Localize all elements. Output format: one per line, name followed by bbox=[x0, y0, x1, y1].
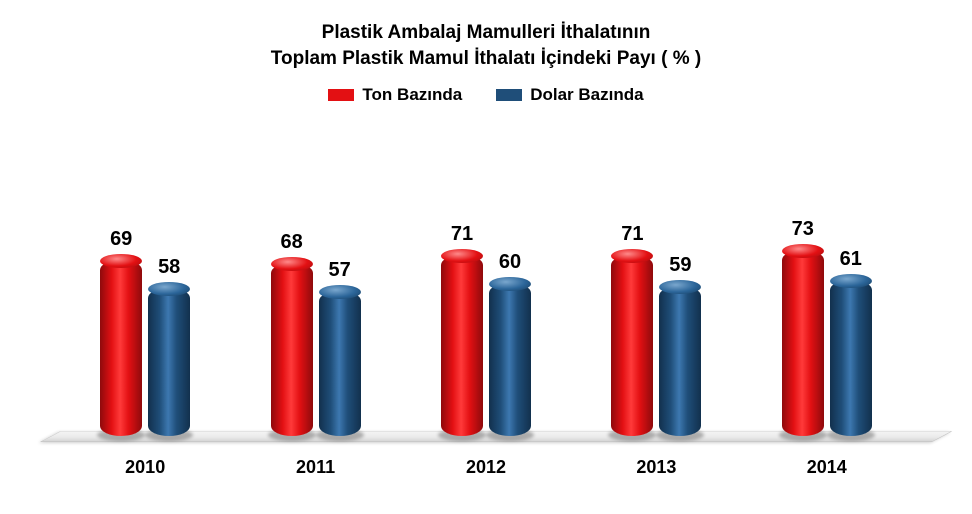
bar-body bbox=[100, 260, 142, 436]
bar-body bbox=[319, 291, 361, 436]
bar-value-label: 69 bbox=[100, 228, 142, 251]
legend-item-ton: Ton Bazında bbox=[328, 85, 462, 105]
x-axis-label: 2014 bbox=[767, 457, 887, 478]
bar-body bbox=[148, 288, 190, 436]
chart-title-line2: Toplam Plastik Mamul İthalatı İçindeki P… bbox=[271, 48, 701, 69]
bar-cap bbox=[319, 285, 361, 299]
bar-body bbox=[830, 280, 872, 436]
bar-group: 6857 bbox=[271, 250, 361, 436]
chart-title-line1: Plastik Ambalaj Mamulleri İthalatının bbox=[322, 22, 651, 43]
legend-swatch-ton bbox=[328, 89, 354, 101]
plot-area: 69586857716071597361 2010201120122013201… bbox=[40, 123, 932, 484]
x-axis-label: 2013 bbox=[596, 457, 716, 478]
legend-item-dolar: Dolar Bazında bbox=[496, 85, 643, 105]
bar-value-label: 73 bbox=[782, 218, 824, 241]
bar-group: 6958 bbox=[100, 250, 190, 436]
bar-ton: 71 bbox=[441, 255, 483, 436]
bar-value-label: 58 bbox=[148, 256, 190, 279]
bar-value-label: 60 bbox=[489, 251, 531, 274]
bar-cap bbox=[830, 274, 872, 288]
x-axis-label: 2011 bbox=[256, 457, 376, 478]
x-axis: 2010 2011 2012 2013 2014 bbox=[60, 457, 912, 478]
legend-swatch-dolar bbox=[496, 89, 522, 101]
bar-value-label: 59 bbox=[659, 254, 701, 277]
bar-group: 7160 bbox=[441, 250, 531, 436]
bar-group: 7159 bbox=[611, 250, 701, 436]
bar-ton: 73 bbox=[782, 250, 824, 436]
x-axis-label: 2012 bbox=[426, 457, 546, 478]
legend-label-dolar: Dolar Bazında bbox=[530, 85, 643, 105]
bar-group: 7361 bbox=[782, 250, 872, 436]
bar-body bbox=[441, 255, 483, 436]
bar-body bbox=[611, 255, 653, 436]
chart-title: Plastik Ambalaj Mamulleri İthalatının To… bbox=[40, 20, 932, 71]
bar-dolar: 61 bbox=[830, 280, 872, 436]
x-axis-label: 2010 bbox=[85, 457, 205, 478]
bar-dolar: 59 bbox=[659, 286, 701, 436]
bar-value-label: 61 bbox=[830, 248, 872, 271]
bar-body bbox=[659, 286, 701, 436]
bar-value-label: 57 bbox=[319, 259, 361, 282]
bar-value-label: 71 bbox=[441, 223, 483, 246]
bar-cap bbox=[271, 257, 313, 271]
legend-label-ton: Ton Bazında bbox=[362, 85, 462, 105]
bar-ton: 71 bbox=[611, 255, 653, 436]
bars-row: 69586857716071597361 bbox=[60, 250, 912, 436]
bar-body bbox=[489, 283, 531, 436]
bar-cap bbox=[489, 277, 531, 291]
chart-legend: Ton Bazında Dolar Bazında bbox=[40, 85, 932, 105]
bar-dolar: 58 bbox=[148, 288, 190, 436]
bar-ton: 69 bbox=[100, 260, 142, 436]
chart-container: Plastik Ambalaj Mamulleri İthalatının To… bbox=[0, 0, 972, 514]
bar-cap bbox=[782, 244, 824, 258]
bar-cap bbox=[100, 254, 142, 268]
bar-cap bbox=[441, 249, 483, 263]
bar-value-label: 71 bbox=[611, 223, 653, 246]
bar-value-label: 68 bbox=[271, 231, 313, 254]
bar-cap bbox=[148, 282, 190, 296]
bar-dolar: 57 bbox=[319, 291, 361, 436]
bar-body bbox=[271, 263, 313, 436]
bar-body bbox=[782, 250, 824, 436]
bar-ton: 68 bbox=[271, 263, 313, 436]
bar-dolar: 60 bbox=[489, 283, 531, 436]
